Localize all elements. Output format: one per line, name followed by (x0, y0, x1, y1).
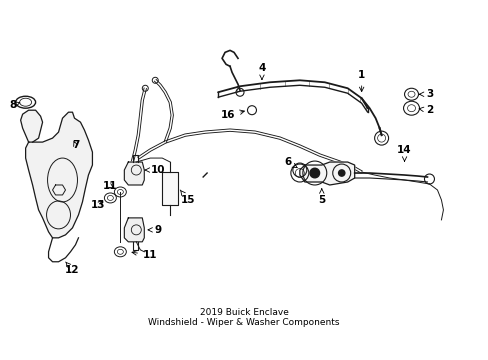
Text: 11: 11 (103, 181, 118, 191)
Text: 15: 15 (180, 190, 195, 205)
Text: 16: 16 (221, 110, 244, 120)
Text: 2: 2 (418, 105, 432, 115)
Circle shape (309, 168, 319, 178)
Polygon shape (20, 110, 42, 142)
Text: 1: 1 (357, 70, 365, 91)
Text: 11: 11 (132, 250, 157, 260)
Polygon shape (162, 172, 178, 205)
Polygon shape (124, 162, 144, 185)
Text: 7: 7 (72, 140, 79, 150)
Text: 13: 13 (91, 200, 105, 210)
Text: 9: 9 (148, 225, 162, 235)
Circle shape (338, 170, 344, 176)
Polygon shape (299, 162, 354, 185)
Polygon shape (25, 112, 92, 238)
Polygon shape (124, 218, 144, 242)
Text: 6: 6 (284, 157, 297, 168)
Text: 12: 12 (65, 262, 80, 275)
Text: 14: 14 (396, 145, 411, 161)
Text: 3: 3 (419, 89, 432, 99)
Text: 2019 Buick Enclave
Windshield - Wiper & Washer Components: 2019 Buick Enclave Windshield - Wiper & … (148, 308, 339, 327)
Text: 10: 10 (145, 165, 165, 175)
Text: 4: 4 (258, 63, 265, 80)
Text: 8: 8 (9, 100, 20, 110)
Text: 5: 5 (318, 189, 325, 205)
